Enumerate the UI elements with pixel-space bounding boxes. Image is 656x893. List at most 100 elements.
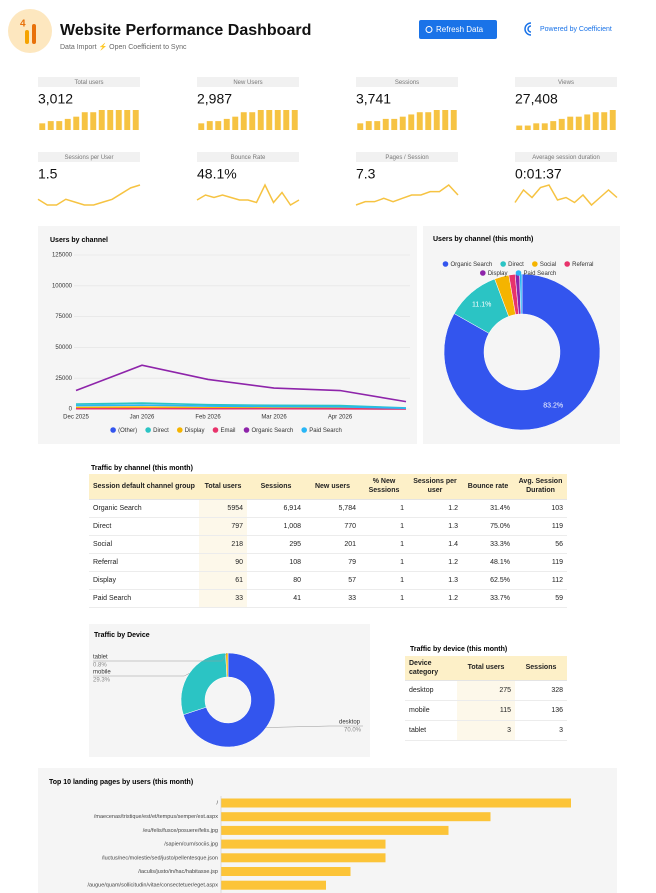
legend-label: Paid Search	[524, 271, 557, 277]
sparkbar	[601, 112, 608, 130]
legend-swatch	[564, 261, 570, 267]
legend-swatch	[145, 427, 151, 433]
sparkbar	[592, 112, 599, 130]
y-tick-label: 75000	[55, 314, 72, 320]
table-cell: 1	[360, 517, 408, 536]
sparkbar	[206, 121, 213, 130]
sparkbar	[215, 121, 222, 130]
table-cell: 33.3%	[462, 535, 514, 554]
legend-label: Display	[185, 428, 205, 434]
table-cell: 48.1%	[462, 553, 514, 572]
legend-item: Display	[480, 270, 508, 277]
sparkbar	[107, 110, 114, 130]
legend-item: Email	[212, 427, 236, 434]
sparkbar	[357, 123, 364, 130]
table-cell: 1	[360, 499, 408, 518]
y-tick-label: 50000	[55, 345, 72, 351]
sparkbar	[609, 110, 616, 130]
bar-label: /augue/quam/sollicitudin/vitae/consectet…	[87, 883, 218, 889]
sparkbar	[584, 114, 591, 130]
table-cell: 33.7%	[462, 589, 514, 608]
leader-line	[266, 725, 363, 728]
logo-text: 4	[20, 19, 26, 30]
kpi-value: 1.5	[38, 166, 58, 182]
table-cell: desktop	[405, 680, 457, 701]
kpi-value: 27,408	[515, 91, 558, 107]
sparkbar	[223, 118, 230, 130]
table-header: Session default channel group	[89, 474, 199, 500]
refresh-button[interactable]	[419, 20, 497, 39]
sparkbar	[533, 123, 540, 130]
table-cell: 218	[199, 535, 247, 554]
legend-item: Social	[532, 261, 556, 268]
table-header: Total users	[457, 656, 515, 681]
kpi-value: 48.1%	[197, 166, 237, 182]
pie-slice	[225, 652, 229, 678]
kpi-label-bg	[197, 152, 299, 162]
pie-label: 83.2%	[543, 402, 563, 409]
sparkbar	[73, 116, 80, 130]
pie-category: tablet	[93, 655, 108, 661]
table-cell: mobile	[405, 700, 457, 721]
sparkbar	[433, 110, 440, 130]
table-header: Avg. Session Duration	[514, 474, 567, 500]
y-tick-label: 100000	[52, 283, 73, 289]
pie-label: 70.0%	[344, 728, 362, 734]
kpi-label-bg	[356, 77, 458, 87]
table-header: Sessions	[515, 656, 567, 681]
table-header: Sessions per user	[408, 474, 462, 500]
legend-label: Direct	[508, 262, 524, 268]
bar	[221, 880, 326, 890]
table-header: % New Sessions	[360, 474, 408, 500]
table-cell: 119	[514, 553, 567, 572]
table-cell: 80	[247, 571, 305, 590]
chart-title: Users by channel (this month)	[433, 236, 533, 243]
kpi-label: Pages / Session	[385, 155, 428, 161]
legend-label: Email	[220, 428, 235, 434]
powered-by[interactable]: Powered by Coefficient	[540, 26, 612, 33]
table-cell: 112	[514, 571, 567, 590]
table-title: Traffic by device (this month)	[410, 646, 507, 653]
table-cell: Direct	[89, 517, 199, 536]
table: Device category Total users Sessions deskto…	[405, 656, 567, 741]
logo	[8, 9, 52, 53]
chart-title: Top 10 landing pages by users (this mont…	[49, 779, 193, 786]
legend-swatch	[515, 270, 522, 276]
y-tick-label: 25000	[55, 376, 72, 382]
table-cell: 5,784	[305, 499, 360, 518]
sparkbar	[90, 112, 97, 130]
refresh-label[interactable]: Refresh Data	[436, 25, 484, 34]
table-cell: 115	[457, 700, 515, 721]
bar-label: /maecenas/tristique/est/et/tempus/semper…	[94, 814, 218, 820]
line-series	[75, 404, 407, 410]
table-cell: 275	[457, 680, 515, 701]
table-cell: 108	[247, 553, 305, 572]
table-cell: 1,008	[247, 517, 305, 536]
legend-item: Organic Search	[243, 427, 293, 434]
legend-swatch	[532, 261, 538, 267]
legend-item: Direct	[500, 261, 524, 268]
sparkbar	[232, 116, 239, 130]
kpi-value: 2,987	[197, 91, 232, 107]
sparkline	[355, 184, 459, 206]
pie-label: 29.3%	[93, 678, 111, 684]
table: Session default channel group Total users…	[89, 474, 567, 608]
legend-label: Referral	[572, 262, 593, 268]
legend-item: Referral	[564, 261, 594, 268]
legend-item: Paid Search	[515, 270, 557, 277]
kpi-label-bg	[515, 152, 617, 162]
kpi-label-bg	[515, 77, 617, 87]
table-cell: 41	[247, 589, 305, 608]
legend-swatch	[301, 427, 307, 433]
legend-swatch	[177, 427, 183, 433]
kpi-value: 3,012	[38, 91, 73, 107]
sparkbar	[374, 121, 381, 130]
bar-label: /sapien/cum/sociis.jpg	[164, 842, 218, 848]
legend-item: Organic Search	[442, 261, 492, 268]
sparkbar	[442, 110, 449, 130]
sparkbar	[365, 121, 372, 130]
bar	[221, 853, 386, 863]
sparkbar	[39, 123, 46, 130]
table-header: Bounce rate	[462, 474, 514, 500]
table-cell: 61	[199, 571, 247, 590]
